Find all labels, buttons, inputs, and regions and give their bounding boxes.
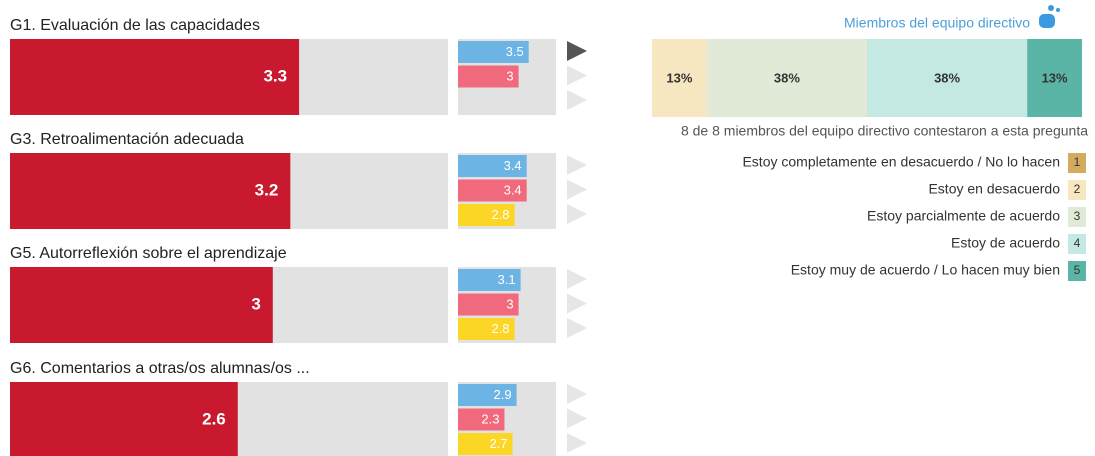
distribution-segment bbox=[1027, 39, 1082, 117]
row-arrow bbox=[567, 90, 587, 110]
sub-bar bbox=[458, 293, 519, 316]
legend-label: Estoy en desacuerdo bbox=[928, 181, 1060, 197]
segment-label: 38% bbox=[774, 70, 800, 85]
sub-bar bbox=[458, 41, 529, 63]
sub-bar bbox=[458, 65, 519, 88]
row-arrow bbox=[567, 204, 587, 224]
response-note: 8 de 8 miembros del equipo directivo con… bbox=[681, 123, 1088, 139]
row-arrow bbox=[567, 318, 587, 338]
row-arrow bbox=[567, 155, 587, 175]
distribution-segment bbox=[652, 39, 707, 117]
sub-bar bbox=[458, 384, 517, 406]
sub-label: 3 bbox=[506, 68, 513, 83]
sub-label: 3.4 bbox=[504, 158, 522, 173]
sub-label: 3.4 bbox=[504, 182, 522, 197]
segment-label: 38% bbox=[934, 70, 960, 85]
legend-key: 4 bbox=[1074, 236, 1081, 250]
score-label: 2.6 bbox=[202, 409, 226, 428]
distribution-segment bbox=[706, 39, 867, 117]
row-arrow bbox=[567, 179, 587, 200]
score-bar bbox=[10, 153, 291, 229]
sub-bar bbox=[458, 318, 515, 340]
sub-bar bbox=[458, 269, 521, 291]
legend-swatch bbox=[1068, 153, 1086, 173]
legend-label: Estoy parcialmente de acuerdo bbox=[867, 208, 1060, 224]
row-arrow bbox=[567, 293, 587, 314]
legend-key: 1 bbox=[1074, 155, 1081, 169]
sub-label: 2.8 bbox=[491, 321, 509, 336]
score-bar bbox=[10, 267, 273, 343]
sub-label: 3.1 bbox=[498, 272, 516, 287]
segment-label: 13% bbox=[1042, 70, 1068, 85]
legend-key: 3 bbox=[1074, 209, 1081, 223]
legend-key: 2 bbox=[1074, 182, 1081, 196]
legend-label: Estoy completamente en desacuerdo / No l… bbox=[742, 154, 1060, 170]
sub-label: 2.7 bbox=[489, 436, 507, 451]
row-arrow bbox=[567, 41, 587, 61]
sub-bar bbox=[458, 204, 515, 226]
group-title: G3. Retroalimentación adecuada bbox=[10, 131, 244, 148]
group-title: G1. Evaluación de las capacidades bbox=[10, 17, 260, 34]
sub-label: 3 bbox=[506, 296, 513, 311]
distribution-segment bbox=[867, 39, 1028, 117]
sub-label: 2.3 bbox=[481, 411, 499, 426]
people-icon bbox=[1039, 5, 1060, 28]
group-title: G6. Comentarios a otras/os alumnas/os ..… bbox=[10, 360, 310, 377]
legend-swatch bbox=[1068, 261, 1086, 281]
sub-bar bbox=[458, 408, 505, 431]
legend-swatch bbox=[1068, 180, 1086, 200]
sub-label: 2.9 bbox=[494, 387, 512, 402]
legend-label: Estoy muy de acuerdo / Lo hacen muy bien bbox=[791, 262, 1060, 278]
sub-bar bbox=[458, 155, 527, 177]
legend-label: Estoy de acuerdo bbox=[951, 235, 1060, 251]
score-label: 3 bbox=[251, 294, 260, 313]
row-arrow bbox=[567, 408, 587, 429]
legend-swatch bbox=[1068, 234, 1086, 254]
panel-title: Miembros del equipo directivo bbox=[844, 15, 1030, 31]
sub-label: 3.5 bbox=[506, 44, 524, 59]
score-label: 3.2 bbox=[255, 180, 279, 199]
score-bar bbox=[10, 382, 238, 456]
row-arrow bbox=[567, 433, 587, 453]
legend-swatch bbox=[1068, 207, 1086, 227]
score-bar bbox=[10, 39, 300, 115]
group-title: G5. Autorreflexión sobre el aprendizaje bbox=[10, 245, 287, 262]
segment-label: 13% bbox=[666, 70, 692, 85]
legend-key: 5 bbox=[1074, 263, 1081, 277]
sub-bar bbox=[458, 433, 513, 455]
score-label: 3.3 bbox=[263, 66, 287, 85]
row-arrow bbox=[567, 65, 587, 86]
row-arrow bbox=[567, 384, 587, 404]
sub-bar bbox=[458, 179, 527, 202]
row-arrow bbox=[567, 269, 587, 289]
sub-label: 2.8 bbox=[491, 207, 509, 222]
